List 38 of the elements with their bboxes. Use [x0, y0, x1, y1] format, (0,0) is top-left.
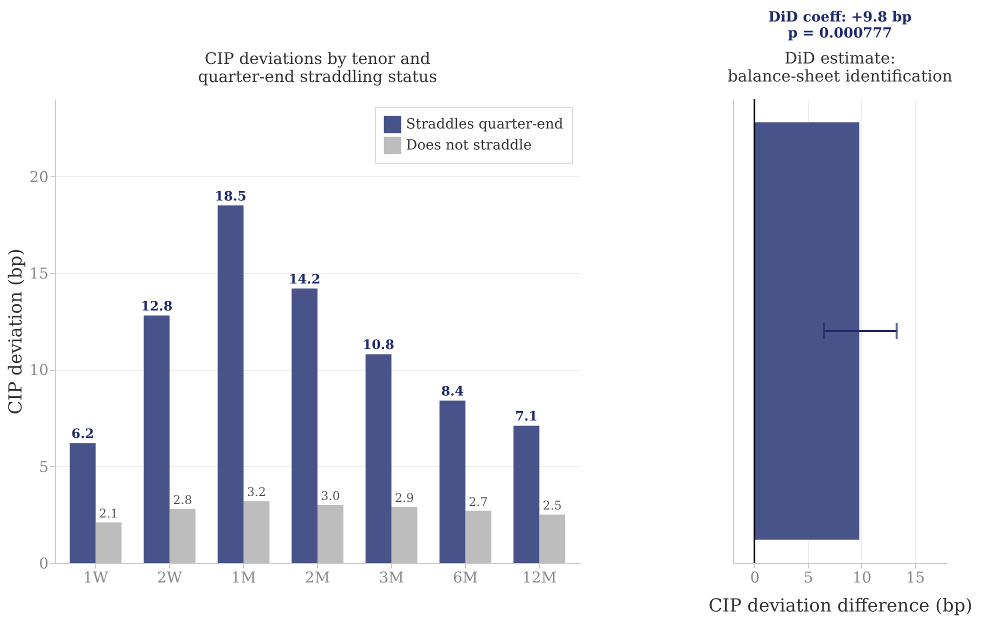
legend-label: Straddles quarter-end [406, 116, 564, 132]
text: p = 0.000777 [788, 25, 892, 42]
data-label: 18.5 [214, 189, 246, 204]
x-tick-label: 10 [852, 568, 872, 586]
x-tick-label: 15 [906, 568, 925, 586]
data-label: 8.4 [441, 384, 464, 400]
data-label: 2.8 [173, 492, 192, 507]
data-label: 6.2 [71, 427, 94, 442]
data-label: 2.1 [99, 506, 118, 520]
text: DiD coeff: +9.8 bp [768, 9, 912, 26]
x-axis-title: CIP deviation difference (bp) [708, 596, 972, 616]
chart-title: CIP deviations by tenor and quarter-end straddling status [198, 49, 438, 86]
data-label: 2.5 [542, 498, 562, 513]
x-tick-label: 5 [804, 568, 814, 586]
x-tick-label: 6M [452, 568, 478, 586]
data-label: 14.2 [288, 272, 320, 288]
x-tick-label: 3M [378, 568, 404, 586]
y-tick-label: 15 [29, 264, 48, 282]
data-label: 3.2 [246, 485, 266, 500]
y-tick-label: 20 [29, 168, 48, 186]
data-label: 3.0 [320, 489, 340, 503]
chart-title: DiD estimate: balance-sheet identification [728, 48, 952, 86]
y-tick-label: 0 [38, 554, 48, 572]
x-tick-label: 1W [83, 568, 109, 586]
x-tick-label: 0 [750, 568, 760, 586]
data-label: 10.8 [362, 338, 394, 354]
legend-label: Does not straddle [406, 138, 532, 154]
data-label: 2.9 [394, 490, 414, 505]
x-tick-label: 12M [522, 568, 557, 586]
data-label: 2.7 [468, 494, 488, 509]
y-tick-label: 5 [38, 458, 48, 476]
x-tick-label: 2W [157, 568, 183, 586]
y-tick-label: 10 [29, 361, 48, 380]
x-tick-label: 1M [231, 568, 256, 586]
data-label: 7.1 [515, 410, 538, 425]
data-label: 12.8 [140, 300, 173, 315]
y-axis-title: CIP deviation (bp) [5, 248, 26, 414]
x-tick-label: 2M [305, 568, 330, 586]
